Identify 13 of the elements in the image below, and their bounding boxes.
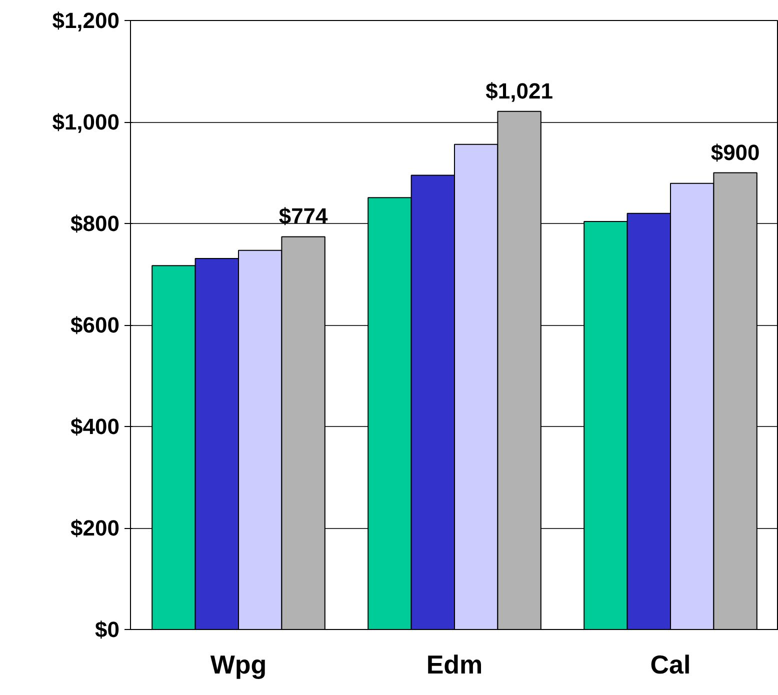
y-tick-label: $400 — [70, 414, 120, 439]
data-label: $900 — [710, 140, 760, 165]
data-label: $774 — [278, 204, 329, 229]
y-tick-label: $1,200 — [52, 8, 120, 33]
y-tick-label: $1,000 — [52, 110, 120, 134]
y-tick-label: $0 — [95, 617, 120, 642]
y-tick-label: $200 — [70, 516, 120, 540]
data-label: $1,021 — [486, 78, 553, 104]
x-tick-label: Edm — [426, 650, 483, 680]
y-tick-label: $600 — [70, 312, 120, 338]
x-tick-label: Wpg — [210, 650, 267, 680]
y-tick-label: $800 — [70, 211, 120, 236]
x-tick-label: Cal — [650, 650, 691, 680]
